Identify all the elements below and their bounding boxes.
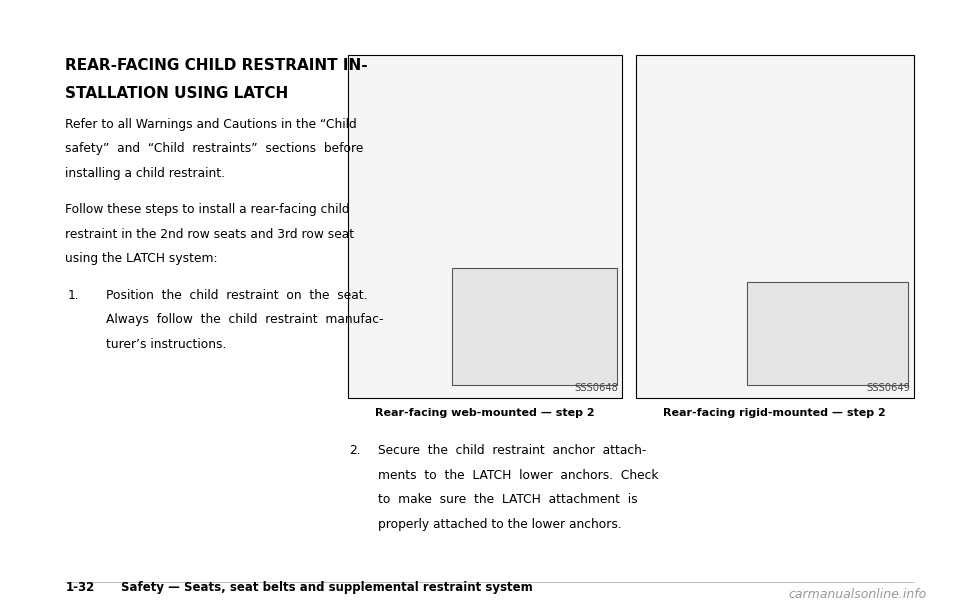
Text: SSS0648: SSS0648 [574, 384, 618, 393]
Text: properly attached to the lower anchors.: properly attached to the lower anchors. [378, 518, 622, 530]
Text: 2.: 2. [349, 444, 361, 457]
Bar [747, 282, 908, 385]
Text: Secure  the  child  restraint  anchor  attach-: Secure the child restraint anchor attach… [378, 444, 647, 457]
Text: installing a child restraint.: installing a child restraint. [65, 167, 226, 180]
Text: Rear-facing web-mounted — step 2: Rear-facing web-mounted — step 2 [375, 408, 594, 417]
Text: turer’s instructions.: turer’s instructions. [106, 338, 226, 351]
Text: STALLATION USING LATCH: STALLATION USING LATCH [65, 86, 289, 101]
Text: Follow these steps to install a rear-facing child: Follow these steps to install a rear-fac… [65, 203, 349, 216]
Text: to  make  sure  the  LATCH  attachment  is: to make sure the LATCH attachment is [378, 493, 637, 506]
Bar [348, 55, 622, 398]
Text: ments  to  the  LATCH  lower  anchors.  Check: ments to the LATCH lower anchors. Check [378, 469, 659, 481]
Text: Rear-facing rigid-mounted — step 2: Rear-facing rigid-mounted — step 2 [663, 408, 886, 417]
Text: restraint in the 2nd row seats and 3rd row seat: restraint in the 2nd row seats and 3rd r… [65, 228, 354, 241]
Bar [636, 55, 914, 398]
Text: safety”  and  “Child  restraints”  sections  before: safety” and “Child restraints” sections … [65, 142, 364, 155]
Text: 1-32: 1-32 [65, 581, 94, 594]
Text: Safety — Seats, seat belts and supplemental restraint system: Safety — Seats, seat belts and supplemen… [121, 581, 533, 594]
Text: 1.: 1. [67, 289, 79, 302]
Bar [452, 268, 616, 385]
Text: carmanualsonline.info: carmanualsonline.info [788, 588, 926, 601]
Text: Position  the  child  restraint  on  the  seat.: Position the child restraint on the seat… [106, 289, 367, 302]
Text: Refer to all Warnings and Cautions in the “Child: Refer to all Warnings and Cautions in th… [65, 118, 357, 131]
Text: SSS0649: SSS0649 [866, 384, 910, 393]
Text: using the LATCH system:: using the LATCH system: [65, 252, 218, 265]
Text: REAR-FACING CHILD RESTRAINT IN-: REAR-FACING CHILD RESTRAINT IN- [65, 58, 368, 73]
Text: Always  follow  the  child  restraint  manufac-: Always follow the child restraint manufa… [106, 313, 383, 326]
